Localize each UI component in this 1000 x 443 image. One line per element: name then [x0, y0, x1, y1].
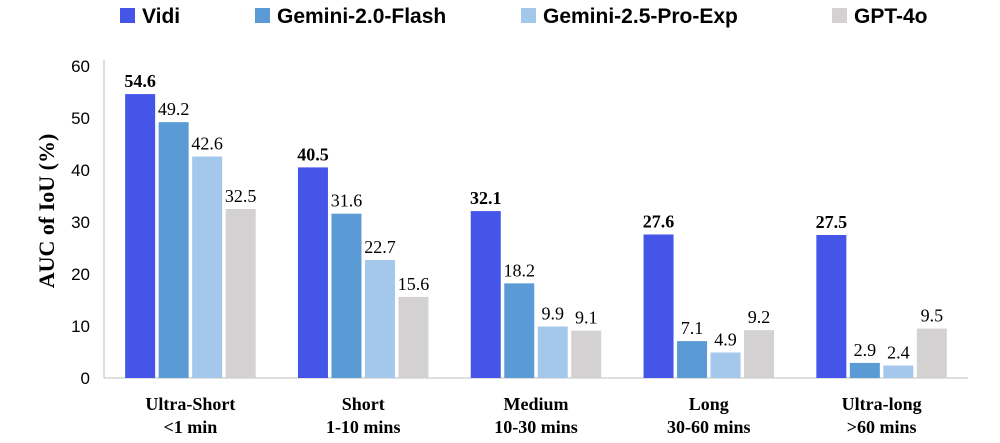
bar-gpt-4o: [916, 328, 947, 378]
legend-label: Gemini-2.5-Pro-Exp: [543, 5, 738, 28]
bar-gemini-2-5-pro-exp: [364, 259, 395, 378]
x-tick-label: Short: [342, 394, 385, 414]
bar-gpt-4o: [398, 296, 429, 378]
bar-gemini-2-5-pro-exp: [192, 156, 223, 378]
x-tick-label: Ultra-long: [842, 394, 922, 414]
legend-label: Gemini-2.0-Flash: [277, 5, 446, 28]
legend-swatch: [832, 8, 847, 23]
y-tick-label: 60: [71, 57, 90, 76]
data-label: 9.1: [575, 308, 598, 328]
legend-swatch: [255, 8, 270, 23]
bar-gemini-2-0-flash: [849, 362, 880, 378]
data-label: 7.1: [681, 318, 704, 338]
bar-gemini-2-0-flash: [331, 213, 362, 378]
x-tick-label: <1 min: [164, 417, 218, 437]
bar-gpt-4o: [744, 330, 775, 378]
data-label: 22.7: [364, 237, 396, 257]
bar-vidi: [643, 234, 674, 378]
bar-gemini-2-5-pro-exp: [710, 352, 741, 378]
bar-gemini-2-0-flash: [677, 341, 708, 378]
bar-gpt-4o: [571, 330, 602, 378]
y-tick-label: 30: [71, 213, 90, 232]
bar-vidi: [297, 167, 328, 378]
y-tick-label: 20: [71, 265, 90, 284]
x-tick-label: 10-30 mins: [494, 417, 578, 437]
y-tick-label: 50: [71, 109, 90, 128]
y-tick-label: 0: [81, 369, 90, 388]
bar-gemini-2-0-flash: [504, 283, 535, 378]
data-label: 9.9: [542, 304, 565, 324]
data-label: 18.2: [504, 260, 536, 280]
data-label: 2.9: [854, 340, 877, 360]
data-label: 31.6: [331, 191, 363, 211]
y-tick-label: 40: [71, 161, 90, 180]
data-label: 42.6: [191, 133, 223, 153]
bar-gemini-2-5-pro-exp: [537, 326, 568, 378]
x-tick-label: Medium: [504, 394, 569, 414]
x-tick-label: Ultra-Short: [145, 394, 235, 414]
data-label: 9.2: [748, 307, 771, 327]
bar-vidi: [470, 211, 501, 378]
data-label: 32.1: [470, 188, 502, 208]
data-label: 49.2: [158, 99, 190, 119]
data-label: 27.5: [816, 212, 848, 232]
bar-vidi: [816, 235, 847, 378]
data-label: 27.6: [643, 211, 675, 231]
legend-label: Vidi: [142, 5, 180, 28]
bars: [125, 94, 947, 378]
bar-vidi: [125, 94, 156, 378]
data-label: 4.9: [714, 330, 737, 350]
y-axis: AUC of IoU (%) 0 10 20 30 40 50 60: [34, 57, 105, 388]
data-label: 9.5: [921, 306, 944, 326]
legend-swatch: [120, 8, 135, 23]
data-label: 32.5: [225, 186, 257, 206]
bar-gemini-2-5-pro-exp: [883, 365, 914, 378]
x-tick-label: 30-60 mins: [667, 417, 751, 437]
data-label: 40.5: [297, 144, 329, 164]
legend-label: GPT-4o: [854, 5, 928, 28]
x-tick-label: 1-10 mins: [326, 417, 401, 437]
bar-gpt-4o: [225, 209, 256, 378]
legend: Vidi Gemini-2.0-Flash Gemini-2.5-Pro-Exp GP…: [120, 5, 928, 28]
x-axis: Ultra-Short <1 min Short 1-10 mins Medium 10-…: [104, 377, 968, 437]
data-label: 54.6: [124, 71, 156, 91]
legend-swatch: [521, 8, 536, 23]
data-label: 2.4: [887, 343, 910, 363]
value-labels: 54.649.242.6 32.5 40.5 31.6 22.715.6 32.1 18.2…: [124, 71, 943, 362]
data-label: 15.6: [398, 274, 430, 294]
x-tick-label: >60 mins: [847, 417, 917, 437]
y-axis-title: AUC of IoU (%): [34, 134, 59, 289]
y-tick-label: 10: [71, 317, 90, 336]
bar-gemini-2-0-flash: [158, 122, 189, 378]
x-tick-label: Long: [689, 394, 729, 414]
